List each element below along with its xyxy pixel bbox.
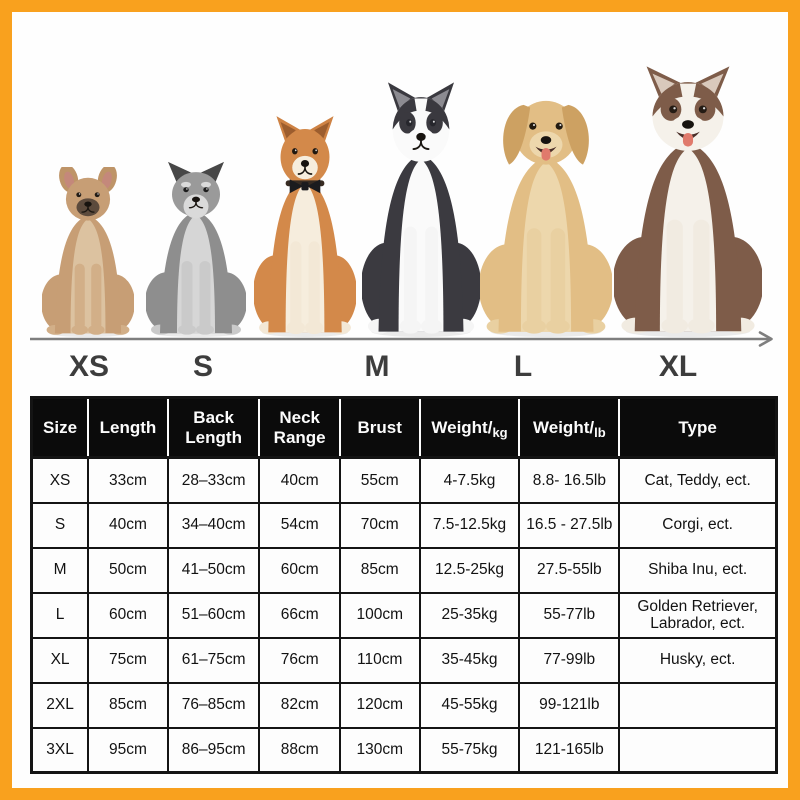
cell-xs-brust: 55cm	[338, 456, 421, 504]
cell-3xl-type	[618, 726, 778, 774]
cell-xs-back-length: 28–33cm	[166, 456, 261, 504]
cell-l-back-length: 51–60cm	[166, 591, 261, 639]
french-bulldog-photo	[42, 167, 134, 337]
column-header-size: Size	[31, 397, 89, 459]
cell-s-size: S	[30, 501, 90, 549]
cell-2xl-type	[618, 681, 778, 729]
cell-s-type: Corgi, ect.	[618, 501, 778, 549]
cell-l-type: Golden Retriever, Labrador, ect.	[618, 591, 778, 639]
cell-xs-weightlb: 8.8- 16.5lb	[518, 456, 621, 504]
cell-xl-brust: 110cm	[338, 636, 421, 684]
table-row-2xl: 2XL 85cm 76–85cm 82cm 120cm 45-55kg 99-121lb	[30, 681, 778, 729]
cell-s-weightkg: 7.5-12.5kg	[418, 501, 521, 549]
size-label-m: M	[364, 350, 390, 383]
cell-2xl-weightkg: 45-55kg	[418, 681, 521, 729]
cell-2xl-size: 2XL	[30, 681, 90, 729]
cell-l-weightkg: 25-35kg	[418, 591, 521, 639]
column-header-weightkg: Weight/kg	[418, 397, 520, 459]
miniature-schnauzer-photo	[146, 161, 246, 337]
column-header-neck-range: Neck Range	[258, 397, 340, 459]
cell-s-neck-range: 54cm	[258, 501, 341, 549]
alaskan-malamute-photo	[614, 65, 762, 337]
cell-m-length: 50cm	[87, 546, 169, 594]
cell-3xl-length: 95cm	[87, 726, 169, 774]
shiba-inu-photo	[254, 115, 356, 337]
golden-retriever-photo	[480, 85, 612, 337]
size-label-l: L	[513, 350, 533, 383]
cell-m-neck-range: 60cm	[258, 546, 341, 594]
column-header-brust: Brust	[338, 397, 420, 459]
table-row-xs: XS 33cm 28–33cm 40cm 55cm 4-7.5kg 8.8- 16.5lb C…	[30, 456, 778, 504]
table-row-xl: XL 75cm 61–75cm 76cm 110cm 35-45kg 77-99lb Husk…	[30, 636, 778, 684]
cell-xs-neck-range: 40cm	[258, 456, 341, 504]
column-header-type: Type	[618, 397, 777, 459]
cell-m-back-length: 41–50cm	[166, 546, 261, 594]
cell-xl-size: XL	[30, 636, 90, 684]
cell-xl-neck-range: 76cm	[258, 636, 341, 684]
table-row-3xl: 3XL 95cm 86–95cm 88cm 130cm 55-75kg 121-165lb	[30, 726, 778, 774]
cell-xl-weightkg: 35-45kg	[418, 636, 521, 684]
column-header-back-length: Back Length	[166, 397, 260, 459]
cell-2xl-back-length: 76–85cm	[166, 681, 261, 729]
cell-l-weightlb: 55-77lb	[518, 591, 621, 639]
size-chart-table: Size Length Back Length Neck Range Brust Weig…	[30, 396, 778, 774]
size-label-s: S	[192, 350, 214, 383]
header-row: Size Length Back Length Neck Range Brust Weig…	[31, 397, 777, 459]
cell-3xl-weightlb: 121-165lb	[518, 726, 621, 774]
size-label-xs: XS	[68, 350, 110, 383]
table-row-s: S 40cm 34–40cm 54cm 70cm 7.5-12.5kg 16.5 - 27.…	[30, 501, 778, 549]
cell-l-brust: 100cm	[338, 591, 421, 639]
cell-2xl-weightlb: 99-121lb	[518, 681, 621, 729]
cell-xl-back-length: 61–75cm	[166, 636, 261, 684]
cell-3xl-back-length: 86–95cm	[166, 726, 261, 774]
cell-xs-type: Cat, Teddy, ect.	[618, 456, 778, 504]
cell-xs-weightkg: 4-7.5kg	[418, 456, 521, 504]
cell-3xl-brust: 130cm	[338, 726, 421, 774]
cell-l-length: 60cm	[87, 591, 169, 639]
size-label-xl: XL	[658, 350, 698, 383]
cell-xs-length: 33cm	[87, 456, 169, 504]
cell-2xl-neck-range: 82cm	[258, 681, 341, 729]
size-axis-labels: XS S M L XL	[12, 350, 788, 388]
cell-s-weightlb: 16.5 - 27.5lb	[518, 501, 621, 549]
cell-2xl-brust: 120cm	[338, 681, 421, 729]
column-header-weightlb: Weight/lb	[518, 397, 620, 459]
cell-m-type: Shiba Inu, ect.	[618, 546, 778, 594]
cell-xl-type: Husky, ect.	[618, 636, 778, 684]
cell-l-size: L	[30, 591, 90, 639]
cell-m-size: M	[30, 546, 90, 594]
cell-2xl-length: 85cm	[87, 681, 169, 729]
table-head: Size Length Back Length Neck Range Brust Weig…	[31, 397, 777, 459]
dog-photos-row	[12, 12, 788, 788]
cell-xs-size: XS	[30, 456, 90, 504]
table-row-l: L 60cm 51–60cm 66cm 100cm 25-35kg 55-77lb Golde…	[30, 591, 778, 639]
cell-xl-length: 75cm	[87, 636, 169, 684]
cell-s-back-length: 34–40cm	[166, 501, 261, 549]
cell-xl-weightlb: 77-99lb	[518, 636, 621, 684]
size-axis-arrow-icon	[30, 331, 773, 347]
cell-s-length: 40cm	[87, 501, 169, 549]
table-row-m: M 50cm 41–50cm 60cm 85cm 12.5-25kg 27.5-55lb Sh…	[30, 546, 778, 594]
cell-3xl-size: 3XL	[30, 726, 90, 774]
cell-m-weightlb: 27.5-55lb	[518, 546, 621, 594]
cell-3xl-weightkg: 55-75kg	[418, 726, 521, 774]
cell-m-weightkg: 12.5-25kg	[418, 546, 521, 594]
cell-l-neck-range: 66cm	[258, 591, 341, 639]
cell-s-brust: 70cm	[338, 501, 421, 549]
cell-m-brust: 85cm	[338, 546, 421, 594]
siberian-husky-photo	[362, 81, 480, 337]
table-body: XS 33cm 28–33cm 40cm 55cm 4-7.5kg 8.8- 16.5lb C…	[30, 456, 778, 774]
cell-3xl-neck-range: 88cm	[258, 726, 341, 774]
column-header-length: Length	[87, 397, 168, 459]
